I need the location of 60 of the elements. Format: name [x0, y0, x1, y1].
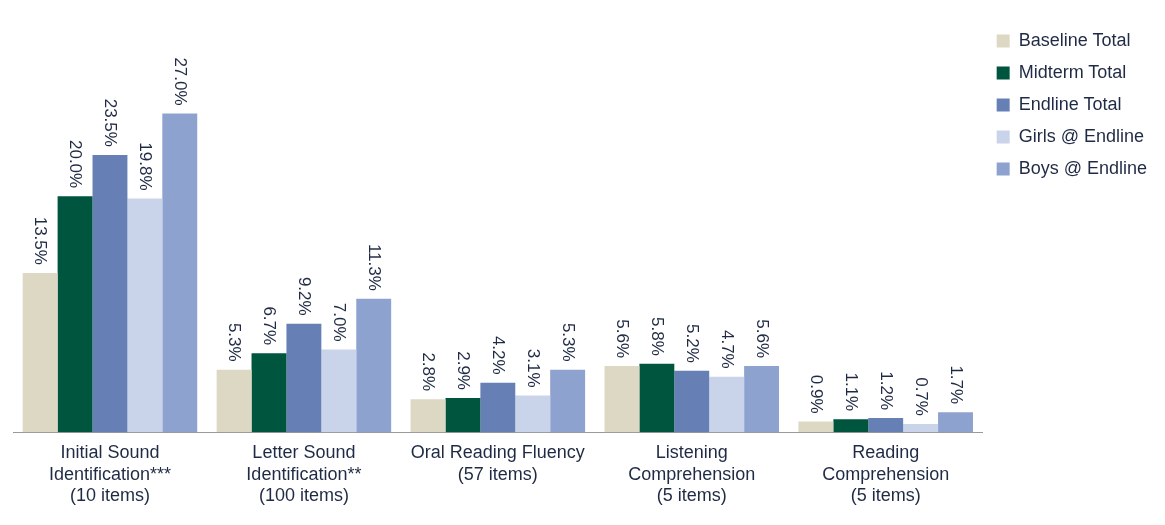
bar	[22, 272, 58, 433]
bar	[251, 353, 287, 433]
x-tick-label: Reading Comprehension (5 items)	[822, 441, 950, 506]
bar	[92, 154, 128, 433]
bar	[480, 382, 516, 433]
data-label: 9.2%	[295, 276, 315, 316]
legend-label: Midterm Total	[1018, 61, 1127, 82]
bar	[286, 323, 322, 433]
data-label: 0.7%	[911, 377, 931, 416]
bar	[445, 397, 481, 433]
legend-label: Endline Total	[1018, 93, 1122, 114]
bar	[709, 376, 745, 433]
bar	[57, 196, 93, 433]
bar	[127, 198, 163, 433]
x-tick-label: Letter Sound Identification** (100 items)	[246, 441, 362, 506]
data-label: 5.8%	[648, 317, 668, 356]
data-label: 5.2%	[683, 324, 703, 363]
bar	[216, 369, 252, 433]
bar	[903, 423, 939, 433]
bar	[744, 366, 780, 433]
data-label: 7.0%	[330, 302, 350, 342]
x-tick-label: Oral Reading Fluency (57 items)	[410, 441, 585, 484]
x-tick-label: Listening Comprehension (5 items)	[628, 441, 756, 506]
data-label: 2.8%	[419, 352, 439, 392]
bar	[550, 369, 586, 433]
bar	[674, 370, 710, 433]
data-label: 4.2%	[489, 335, 509, 375]
data-label: 4.7%	[717, 329, 737, 369]
data-label: 23.5%	[101, 98, 121, 147]
bar	[162, 113, 198, 433]
bar	[410, 399, 446, 433]
legend-label: Baseline Total	[1018, 29, 1131, 50]
bar	[515, 395, 551, 433]
bar	[356, 298, 392, 433]
bar	[868, 418, 904, 433]
bar	[833, 419, 869, 433]
data-label: 1.1%	[842, 372, 862, 412]
data-label: 5.3%	[225, 322, 245, 362]
bar	[604, 366, 640, 433]
legend-label: Girls @ Endline	[1018, 125, 1144, 146]
data-label: 5.6%	[613, 319, 633, 359]
data-label: 1.7%	[946, 365, 966, 405]
data-label: 0.9%	[807, 374, 827, 414]
data-label: 3.1%	[524, 348, 544, 388]
bar	[321, 349, 357, 433]
bar	[798, 421, 834, 433]
data-label: 5.6%	[752, 319, 772, 359]
data-label: 27.0%	[171, 57, 191, 106]
data-label: 19.8%	[136, 142, 156, 191]
bar	[639, 363, 675, 433]
data-label: 11.3%	[365, 243, 385, 291]
data-label: 5.3%	[558, 322, 578, 362]
x-tick-label: Initial Sound Identification*** (10 items)	[48, 441, 172, 506]
data-label: 1.2%	[877, 371, 897, 411]
data-label: 2.9%	[454, 351, 474, 390]
data-label: 13.5%	[31, 216, 51, 265]
data-label: 6.7%	[260, 306, 280, 346]
bar	[938, 412, 973, 433]
legend-label: Boys @ Endline	[1018, 157, 1148, 178]
data-label: 20.0%	[66, 139, 86, 189]
